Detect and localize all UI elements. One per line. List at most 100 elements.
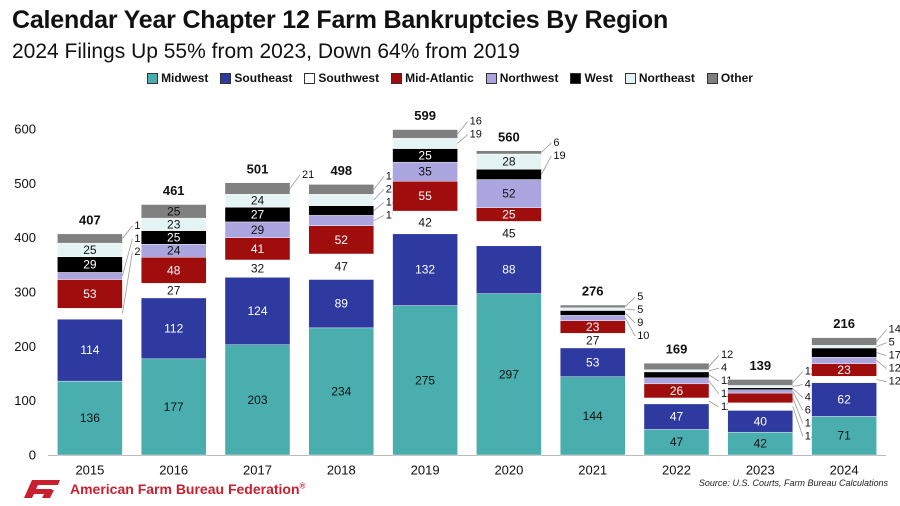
total-label: 169 [666,342,688,357]
bar-segment-southwest [225,259,290,278]
data-label: 10 [637,330,649,342]
data-label: 26 [670,384,684,398]
data-label: 177 [164,400,184,414]
data-label: 25 [167,204,181,218]
source-note: Source: U.S. Courts, Farm Bureau Calcula… [698,478,888,488]
bar-segment-northwest [643,377,710,385]
x-tick-label: 2024 [830,463,859,478]
data-label: 16 [470,116,482,128]
x-tick-label: 2021 [578,463,607,478]
bar-segment-west [643,371,710,379]
bar-segment-mid-atlantic [140,257,207,284]
data-label: 297 [499,367,519,381]
data-label: 4 [721,362,727,374]
org-name-text: American Farm Bureau Federation [70,481,300,497]
x-tick-label: 2018 [327,463,356,478]
bar-segment-northeast [643,369,710,373]
bar-segment-midwest [308,327,374,456]
bar-segment-southwest [141,283,207,298]
total-label: 139 [749,358,771,373]
leader-line [876,329,887,342]
data-label: 132 [415,263,435,277]
y-tick-label: 500 [14,176,36,191]
leader-line [457,134,468,144]
leader-line [122,251,133,314]
leader-line [289,174,301,189]
bar-segment-other [476,150,542,155]
leader-line [876,352,887,357]
bar-segment-northwest [560,315,626,322]
bar-segment-northwest [476,179,542,208]
x-tick-label: 2017 [243,463,272,478]
legend-label: Midwest [161,71,209,85]
data-label: 29 [83,258,97,272]
bar-segment-southwest [811,376,877,383]
data-label: 48 [167,263,181,277]
bar-segment-west [727,387,793,391]
data-label: 45 [502,227,516,241]
leader-line [122,225,133,239]
total-label: 407 [79,212,101,227]
bar-segment-southeast [224,277,291,345]
bar-segment-midwest [476,293,542,456]
legend-label: Southwest [318,71,380,85]
data-label: 23 [167,217,181,231]
total-label: 276 [582,284,604,299]
bar-segment-northwest [727,389,793,394]
data-label: 6 [553,137,559,149]
data-label: 28 [502,155,516,169]
x-tick-label: 2020 [494,463,523,478]
data-label: 27 [586,334,600,348]
leader-line [792,371,804,383]
data-label: 124 [247,304,267,318]
data-label: 32 [251,262,265,276]
legend-label: Mid-Atlantic [405,71,474,85]
data-label: 47 [670,435,684,449]
data-label: 88 [502,263,516,277]
data-label: 23 [586,320,600,334]
x-tick-label: 2023 [746,463,775,478]
data-label: 20 [134,246,146,258]
legend-label: Northwest [499,71,559,85]
data-label: 42 [754,437,768,451]
data-label: 62 [837,393,851,407]
bar-segment-northeast [811,345,877,349]
leader-line [876,342,887,347]
y-tick-label: 100 [14,393,36,408]
bar-segment-southeast [57,318,123,382]
total-label: 501 [247,161,269,176]
bar-segment-northeast [560,307,626,311]
legend-swatch [706,72,718,84]
total-label: 498 [330,163,352,178]
data-label: 17 [889,350,900,362]
leader-line [708,354,720,367]
bar-segment-midwest [57,380,123,456]
data-label: 25 [418,148,432,162]
data-label: 12 [721,349,733,361]
data-label: 24 [251,194,265,208]
data-label: 275 [415,373,435,387]
data-label: 25 [502,208,516,222]
data-label: 12 [889,376,900,388]
data-label: 89 [335,297,349,311]
data-label: 19 [470,129,482,141]
data-label: 53 [586,355,600,369]
bar-segment-other [57,233,123,244]
leader-line [792,406,804,437]
legend-label: Other [720,71,753,85]
leader-line [541,155,552,175]
bar-segment-southwest [476,221,542,246]
bar-segment-southwest [57,308,123,320]
data-label: 19 [553,150,565,162]
legend-swatch [147,72,159,84]
data-label: 144 [583,409,603,423]
data-label: 23 [837,363,851,377]
legend-swatch [304,72,316,84]
org-trademark: ® [299,481,306,491]
leader-line [792,388,804,398]
bar-segment-mid-atlantic [727,392,793,404]
afbf-logo-icon [24,480,60,498]
data-label: 234 [331,384,351,398]
x-tick-label: 2022 [662,463,691,478]
